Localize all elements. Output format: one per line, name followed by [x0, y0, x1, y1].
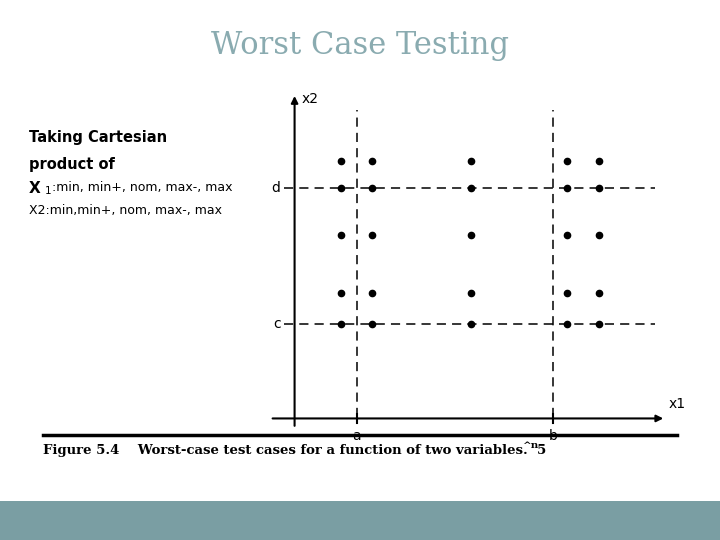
Text: x2: x2	[302, 92, 319, 106]
Text: X2:min,min+, nom, max-, max: X2:min,min+, nom, max-, max	[29, 204, 222, 217]
Text: Taking Cartesian: Taking Cartesian	[29, 130, 167, 145]
Text: product of: product of	[29, 157, 114, 172]
Text: ^n: ^n	[523, 441, 539, 450]
Text: b: b	[549, 429, 557, 443]
Text: 1: 1	[45, 186, 51, 197]
Text: Figure 5.4    Worst-case test cases for a function of two variables.  5: Figure 5.4 Worst-case test cases for a f…	[43, 444, 546, 457]
Text: X: X	[29, 181, 40, 196]
Text: :min, min+, nom, max-, max: :min, min+, nom, max-, max	[52, 181, 233, 194]
Text: c: c	[273, 316, 280, 330]
Text: d: d	[271, 181, 280, 195]
Text: Worst Case Testing: Worst Case Testing	[211, 30, 509, 60]
Text: x1: x1	[668, 396, 685, 410]
Text: a: a	[353, 429, 361, 443]
